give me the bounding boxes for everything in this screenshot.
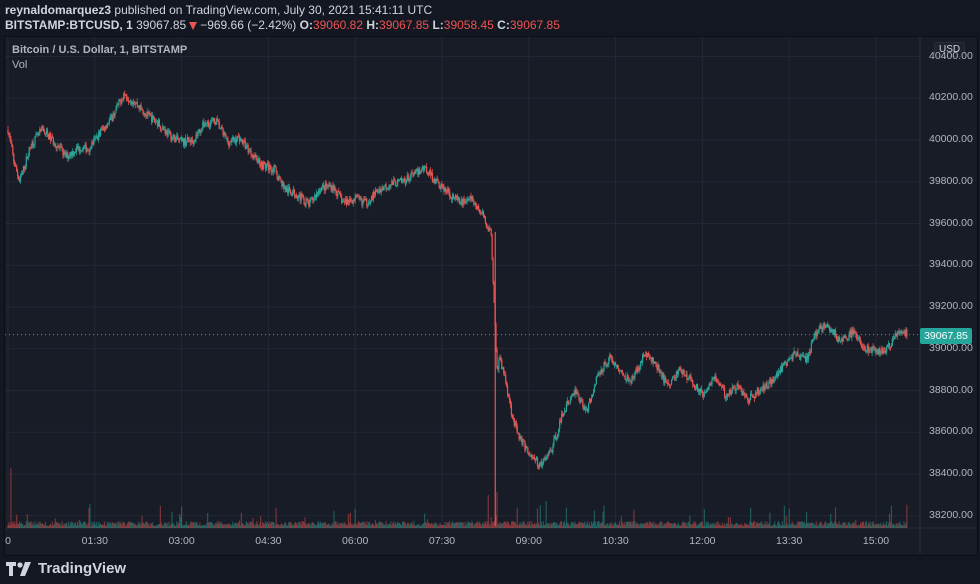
- price-label: 38400.00: [929, 467, 973, 479]
- price-label: 39400.00: [929, 258, 973, 271]
- down-triangle-icon: [189, 22, 198, 30]
- time-label: 07:30: [428, 535, 456, 547]
- low-value: 39058.45: [443, 18, 494, 32]
- time-label: 06:00: [342, 535, 369, 547]
- last-price: 39067.85: [136, 18, 187, 32]
- time-label: 01:30: [81, 535, 108, 547]
- publish-info: reynaldomarquez3 published on TradingVie…: [5, 3, 432, 17]
- volume-legend[interactable]: Vol: [12, 59, 28, 71]
- price-label: 38600.00: [929, 425, 973, 438]
- time-label: 13:30: [776, 535, 803, 547]
- price-label: 40400.00: [929, 49, 973, 62]
- price-change: −969.66 (−2.42%): [200, 18, 297, 32]
- current-price-tag: 39067.85: [920, 328, 972, 344]
- open-label: O:: [299, 18, 313, 32]
- time-label: 12:00: [689, 535, 716, 547]
- price-label: 38200.00: [929, 508, 973, 521]
- time-label: 15:00: [862, 535, 890, 547]
- author-name[interactable]: reynaldomarquez3: [5, 3, 112, 17]
- low-label: L:: [432, 18, 444, 32]
- tradingview-logo[interactable]: TradingView: [6, 560, 126, 577]
- price-label: 38800.00: [929, 383, 973, 396]
- time-label: 0: [5, 535, 11, 547]
- time-label: 10:30: [602, 535, 629, 547]
- time-label: 04:30: [255, 535, 282, 547]
- logo-text: TradingView: [38, 560, 127, 577]
- time-label: 03:00: [168, 535, 195, 547]
- symbol-name: BITSTAMP:BTCUSD, 1: [5, 18, 133, 32]
- high-value: 39067.85: [379, 18, 430, 32]
- published-text: published on TradingView.com, July 30, 2…: [114, 3, 433, 17]
- series-legend-title[interactable]: Bitcoin / U.S. Dollar, 1, BITSTAMP: [12, 44, 188, 56]
- price-label: 39000.00: [929, 341, 973, 354]
- currency-badge[interactable]: USD: [934, 42, 966, 57]
- symbol-info-line: BITSTAMP:BTCUSD, 1 39067.85 −969.66 (−2.4…: [5, 18, 560, 32]
- chart-pane[interactable]: [4, 36, 978, 556]
- time-label: 09:00: [515, 535, 542, 547]
- tradingview-logo-icon: [6, 561, 31, 576]
- close-label: C:: [497, 18, 510, 32]
- price-label: 39600.00: [929, 216, 973, 229]
- open-value: 39060.82: [312, 18, 364, 32]
- price-label: 39200.00: [929, 300, 973, 312]
- price-label: 40200.00: [929, 91, 973, 104]
- price-label: 40000.00: [929, 133, 973, 145]
- close-value: 39067.85: [509, 18, 560, 32]
- high-label: H:: [366, 18, 380, 32]
- price-label: 39800.00: [929, 174, 973, 187]
